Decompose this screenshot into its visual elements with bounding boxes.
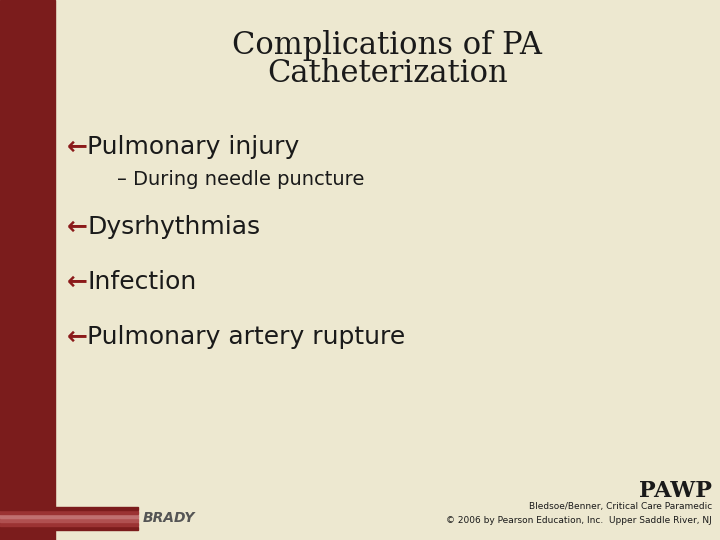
Text: BRADY: BRADY (143, 511, 195, 525)
Bar (0, 527, 138, 530)
Text: © 2006 by Pearson Education, Inc.  Upper Saddle River, NJ: © 2006 by Pearson Education, Inc. Upper … (446, 516, 712, 525)
Text: ←: ← (67, 135, 88, 159)
Text: – During needle puncture: – During needle puncture (117, 170, 364, 189)
Text: Dysrhythmias: Dysrhythmias (87, 215, 260, 239)
Text: PAWP: PAWP (639, 480, 712, 502)
Bar (0, 515, 138, 518)
Text: ←: ← (67, 325, 88, 349)
Text: Pulmonary artery rupture: Pulmonary artery rupture (87, 325, 405, 349)
Text: Complications of PA: Complications of PA (233, 30, 542, 61)
Text: ←: ← (67, 270, 88, 294)
Bar (0, 523, 138, 526)
Text: Pulmonary injury: Pulmonary injury (87, 135, 300, 159)
Bar (0, 519, 138, 522)
Text: Catheterization: Catheterization (267, 58, 508, 89)
Text: Bledsoe/Benner, Critical Care Paramedic: Bledsoe/Benner, Critical Care Paramedic (528, 502, 712, 511)
Text: Infection: Infection (87, 270, 197, 294)
Bar (0, 507, 138, 510)
Bar (0, 0, 55, 540)
Bar (0, 511, 138, 514)
Text: ←: ← (67, 215, 88, 239)
